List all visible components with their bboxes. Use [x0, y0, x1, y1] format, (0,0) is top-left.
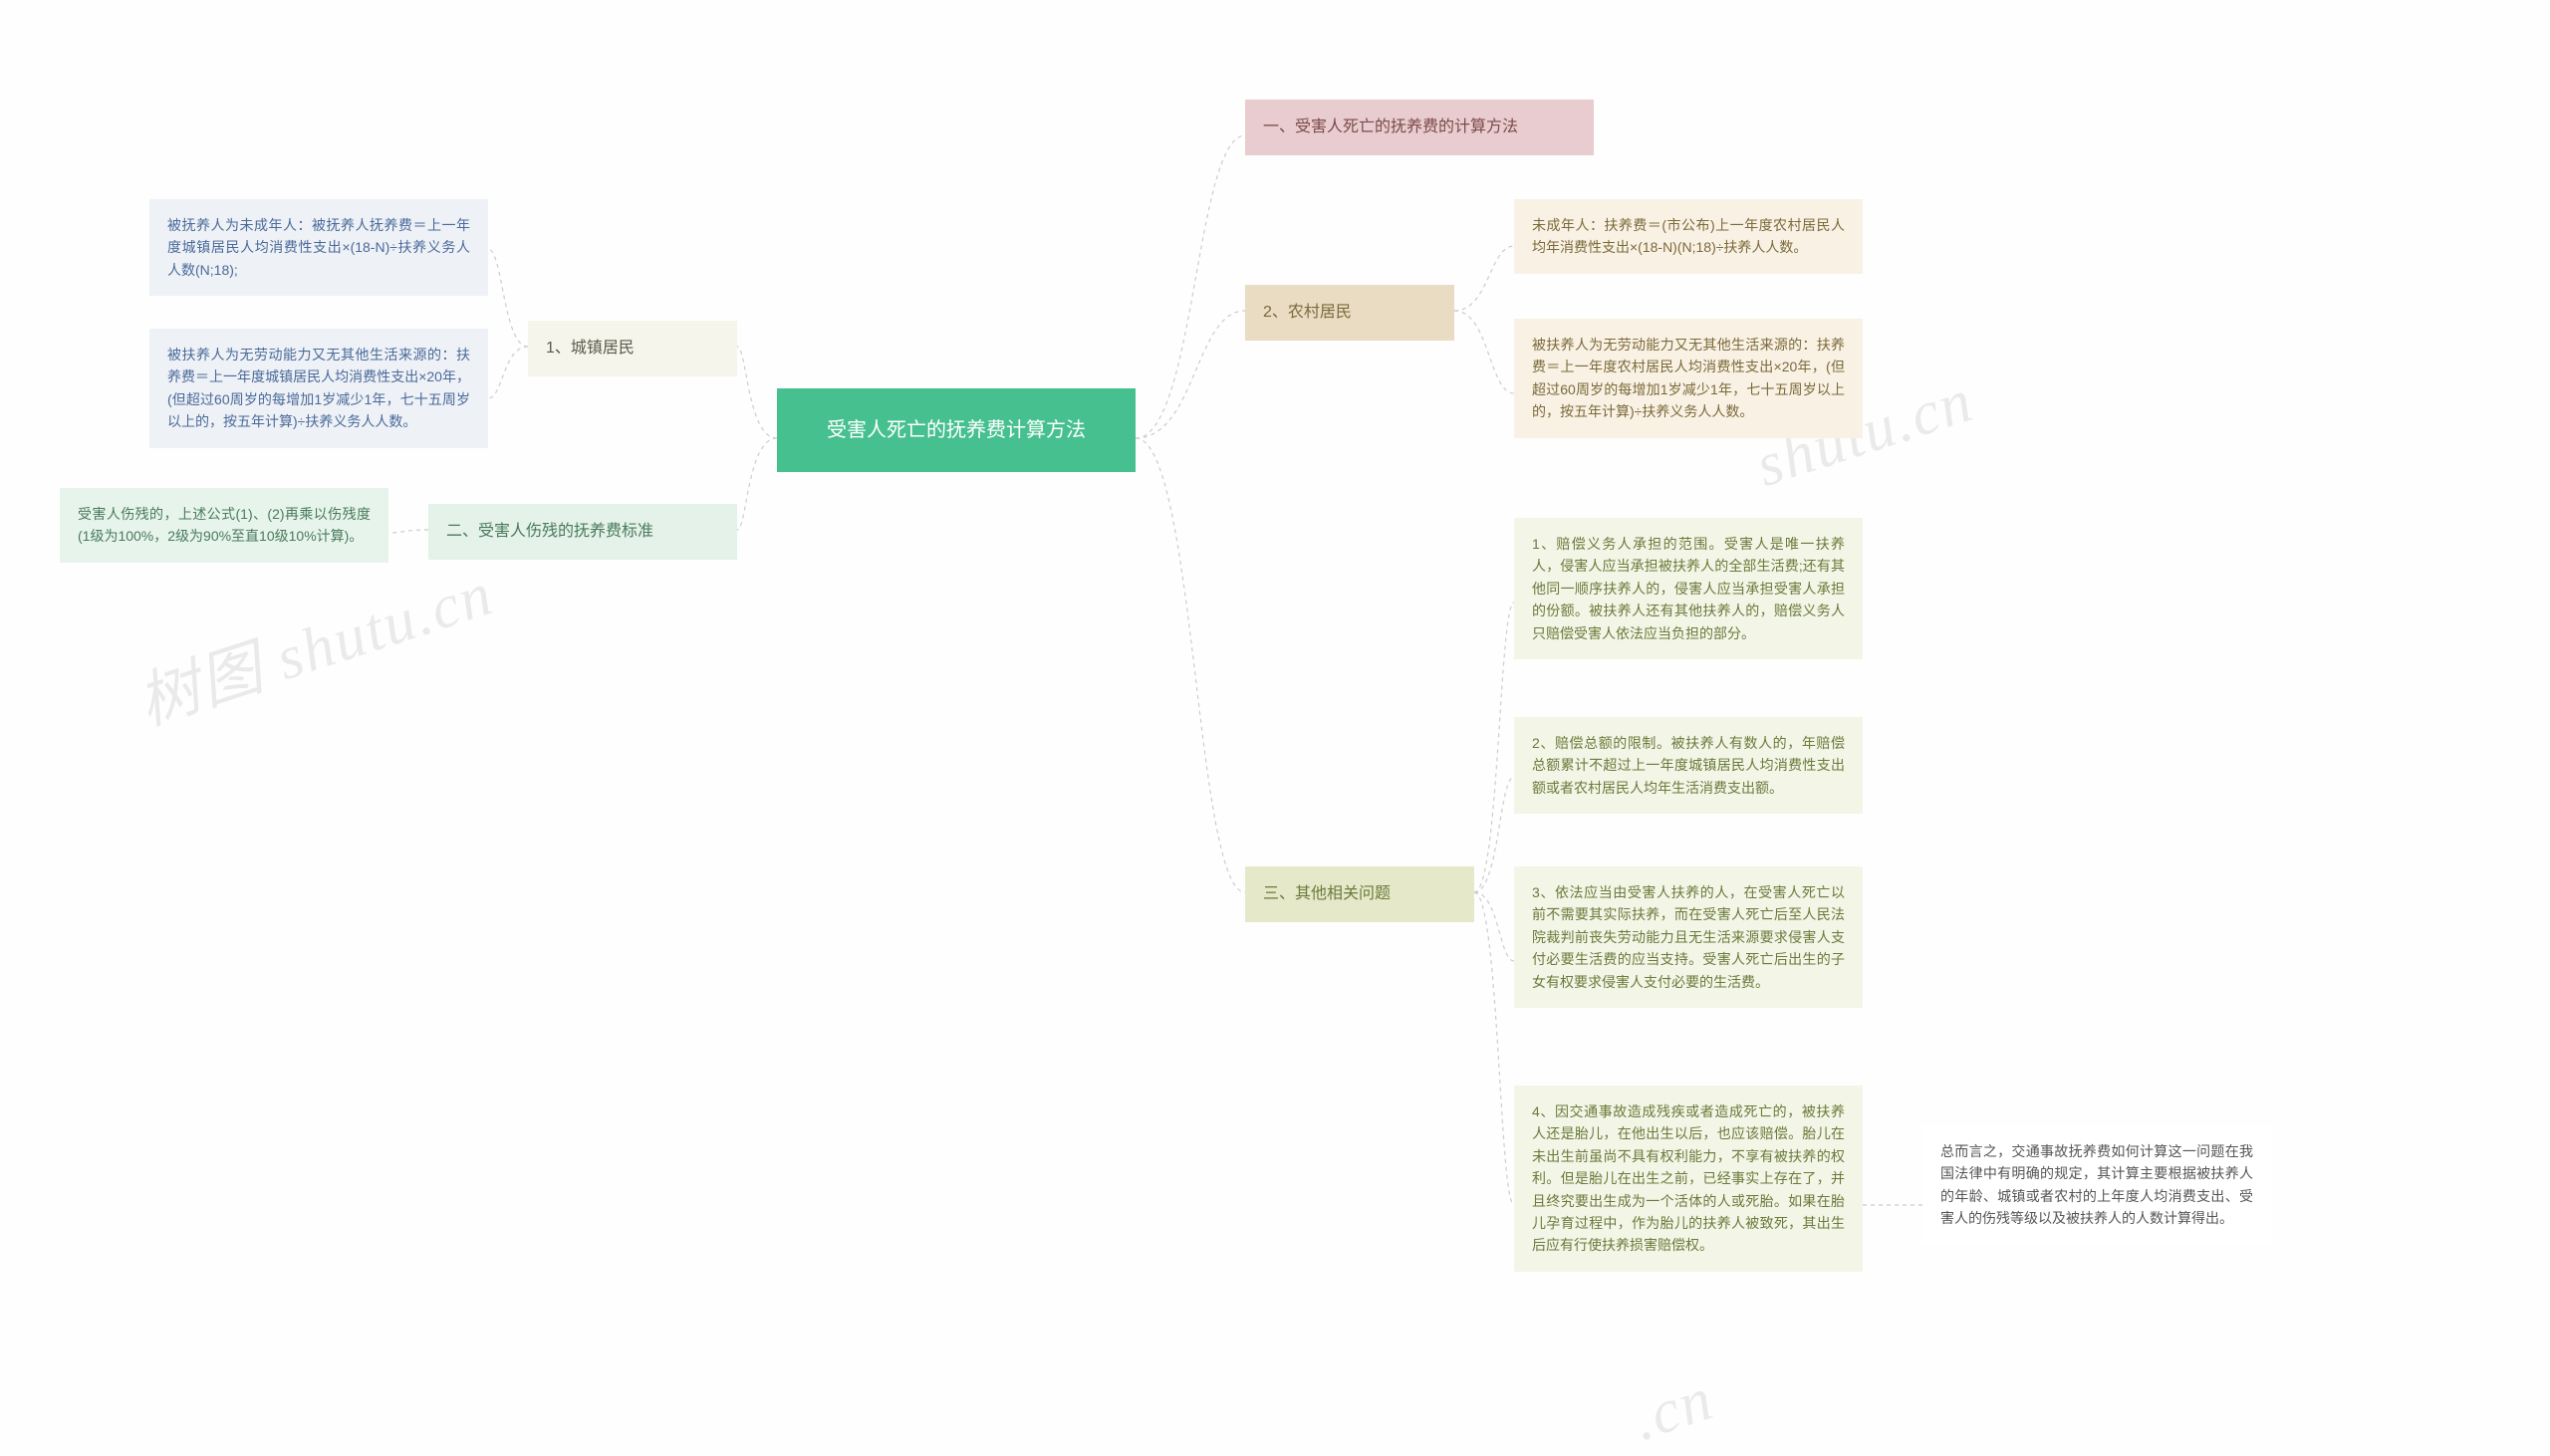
- node-urban-nolabor[interactable]: 被扶养人为无劳动能力又无其他生活来源的：扶养费＝上一年度城镇居民人均消费性支出×…: [149, 329, 488, 448]
- node-rural-minor[interactable]: 未成年人：扶养费＝(市公布)上一年度农村居民人均年消费性支出×(18-N)(N;…: [1514, 199, 1863, 274]
- node-urban-residents[interactable]: 1、城镇居民: [528, 321, 737, 376]
- node-disability-formula[interactable]: 受害人伤残的，上述公式(1)、(2)再乘以伤残度(1级为100%，2级为90%至…: [60, 488, 388, 563]
- node-rural-residents[interactable]: 2、农村居民: [1245, 285, 1454, 341]
- node-disability-standard[interactable]: 二、受害人伤残的抚养费标准: [428, 504, 737, 560]
- watermark: .cn: [1625, 1363, 1722, 1455]
- node-issue-2[interactable]: 2、赔偿总额的限制。被扶养人有数人的，年赔偿总额累计不超过上一年度城镇居民人均消…: [1514, 717, 1863, 814]
- node-summary[interactable]: 总而言之，交通事故抚养费如何计算这一问题在我国法律中有明确的规定，其计算主要根据…: [1922, 1125, 2271, 1245]
- node-issue-1[interactable]: 1、赔偿义务人承担的范围。受害人是唯一扶养人，侵害人应当承担被扶养人的全部生活费…: [1514, 518, 1863, 659]
- root-node[interactable]: 受害人死亡的抚养费计算方法: [777, 388, 1136, 472]
- node-issue-4[interactable]: 4、因交通事故造成残疾或者造成死亡的，被扶养人还是胎儿，在他出生以后，也应该赔偿…: [1514, 1086, 1863, 1272]
- node-issue-3[interactable]: 3、依法应当由受害人扶养的人，在受害人死亡以前不需要其实际扶养，而在受害人死亡后…: [1514, 866, 1863, 1008]
- mindmap-canvas: 树图 shutu.cn shutu.cn .cn 受害人死亡的抚养费计算方法 1…: [0, 0, 2550, 1414]
- node-rural-nolabor[interactable]: 被扶养人为无劳动能力又无其他生活来源的：扶养费＝上一年度农村居民人均消费性支出×…: [1514, 319, 1863, 438]
- node-section-3[interactable]: 三、其他相关问题: [1245, 866, 1474, 922]
- node-urban-minor[interactable]: 被抚养人为未成年人：被抚养人抚养费＝上一年度城镇居民人均消费性支出×(18-N)…: [149, 199, 488, 296]
- watermark: 树图 shutu.cn: [125, 543, 503, 742]
- node-section-1[interactable]: 一、受害人死亡的抚养费的计算方法: [1245, 100, 1594, 155]
